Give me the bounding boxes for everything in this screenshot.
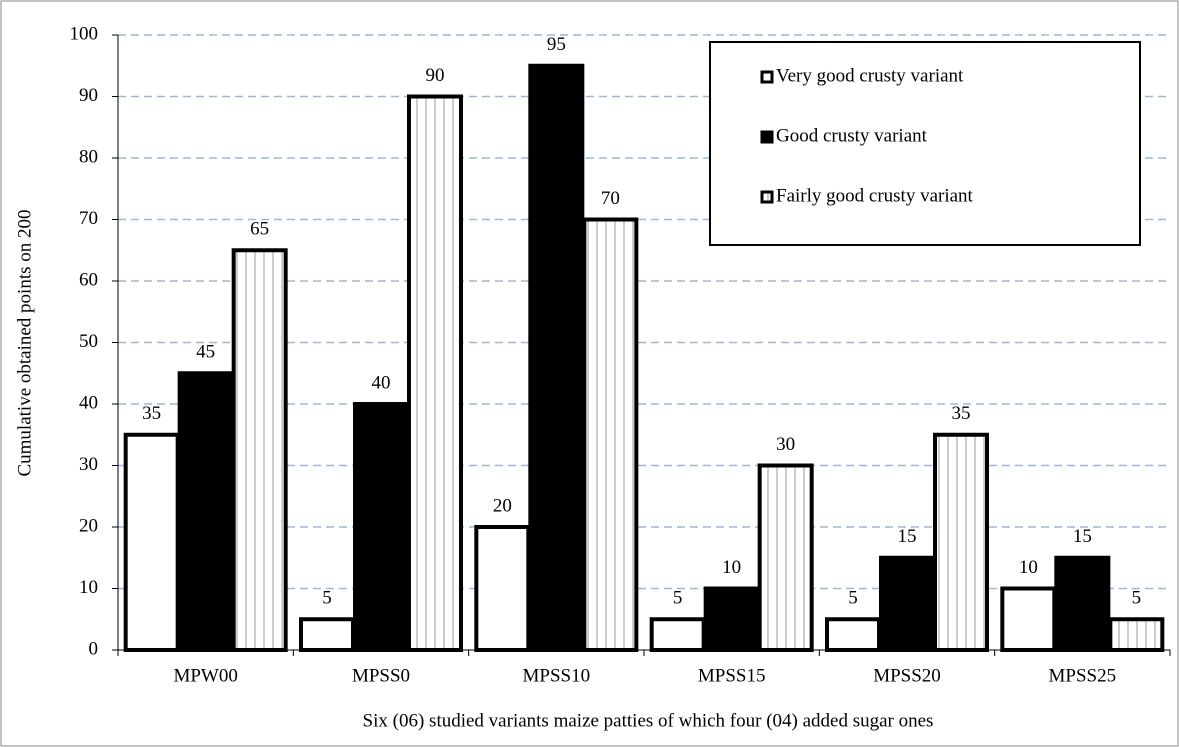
y-tick-label: 70 (79, 208, 98, 229)
x-tick-label: MPSS10 (523, 665, 591, 686)
x-tick-label: MPSS20 (873, 665, 941, 686)
legend-swatch (762, 72, 772, 82)
y-tick-label: 20 (79, 515, 98, 536)
value-label: 5 (848, 588, 858, 609)
bar (355, 404, 407, 650)
value-label: 70 (601, 188, 620, 209)
bar (1056, 558, 1108, 650)
bar (652, 619, 704, 650)
y-axis-title: Cumulative obtained points on 200 (14, 209, 35, 476)
value-label: 15 (1073, 526, 1092, 547)
y-tick-label: 0 (89, 638, 99, 659)
bar (935, 435, 987, 650)
bar (584, 220, 636, 651)
value-label: 5 (1132, 588, 1142, 609)
x-tick-label: MPSS25 (1049, 665, 1117, 686)
value-label: 5 (322, 588, 332, 609)
y-tick-label: 60 (79, 269, 98, 290)
value-label: 45 (196, 342, 215, 363)
value-label: 5 (673, 588, 683, 609)
y-tick-label: 80 (79, 146, 98, 167)
legend-label: Fairly good crusty variant (776, 185, 974, 206)
bar (1110, 619, 1162, 650)
value-label: 90 (426, 65, 445, 86)
chart: Cumulative obtained points on 200 Six (0… (0, 0, 1179, 747)
value-label: 35 (142, 403, 161, 424)
y-tick-label: 40 (79, 392, 98, 413)
value-label: 65 (250, 219, 269, 240)
value-label: 10 (722, 557, 741, 578)
bar (301, 619, 353, 650)
y-tick-label: 30 (79, 454, 98, 475)
bar (476, 527, 528, 650)
x-axis-title: Six (06) studied variants maize patties … (363, 710, 934, 731)
bar (881, 558, 933, 650)
x-tick-label: MPSS15 (698, 665, 766, 686)
page: Cumulative obtained points on 200 Six (0… (0, 0, 1179, 747)
y-tick-label: 50 (79, 331, 98, 352)
bar (1002, 589, 1054, 651)
bar (180, 373, 232, 650)
value-label: 20 (493, 495, 512, 516)
bar (126, 435, 178, 650)
value-label: 30 (776, 434, 795, 455)
value-label: 35 (952, 403, 971, 424)
bar (530, 66, 582, 650)
legend-swatch (762, 132, 772, 142)
legend-swatch (762, 192, 772, 202)
y-tick-label: 90 (79, 85, 98, 106)
value-label: 40 (372, 372, 391, 393)
bar (827, 619, 879, 650)
bar (706, 589, 758, 651)
bar (409, 97, 461, 651)
y-tick-label: 100 (70, 23, 99, 44)
value-label: 15 (898, 526, 917, 547)
bar (234, 250, 286, 650)
legend-label: Good crusty variant (776, 125, 928, 146)
value-label: 10 (1019, 557, 1038, 578)
x-tick-label: MPSS0 (352, 665, 410, 686)
bar (760, 466, 812, 651)
value-label: 95 (547, 34, 566, 55)
legend-label: Very good crusty variant (776, 65, 964, 86)
y-tick-label: 10 (79, 577, 98, 598)
x-tick-label: MPW00 (173, 665, 237, 686)
